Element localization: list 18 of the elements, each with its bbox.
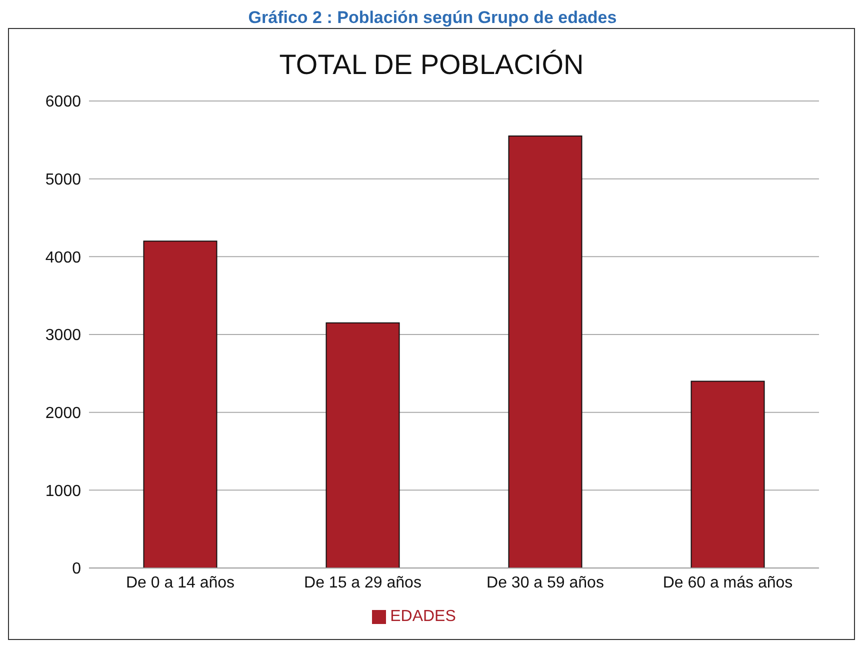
y-tick-label: 5000 bbox=[45, 172, 82, 189]
y-tick-label: 6000 bbox=[45, 94, 82, 111]
y-tick-label: 1000 bbox=[45, 482, 82, 500]
chart-subtitle: Gráfico 2 : Población según Grupo de edades bbox=[247, 8, 618, 28]
legend-label: EDADES bbox=[390, 608, 456, 625]
y-tick-label: 2000 bbox=[45, 405, 82, 422]
bar bbox=[326, 322, 400, 568]
bar bbox=[143, 240, 218, 568]
x-tick-label: De 0 a 14 años bbox=[126, 574, 235, 592]
y-tick-label: 3000 bbox=[45, 327, 82, 344]
chart-title: TOTAL DE POBLACIÓN bbox=[278, 49, 585, 81]
y-tick-label: 0 bbox=[72, 560, 82, 578]
x-tick-label: De 15 a 29 años bbox=[304, 574, 422, 592]
x-tick-label: De 30 a 59 años bbox=[486, 574, 604, 592]
bar bbox=[690, 380, 765, 568]
bar bbox=[508, 136, 582, 568]
y-tick-label: 4000 bbox=[45, 249, 82, 266]
x-tick-label: De 60 a más años bbox=[662, 574, 793, 592]
